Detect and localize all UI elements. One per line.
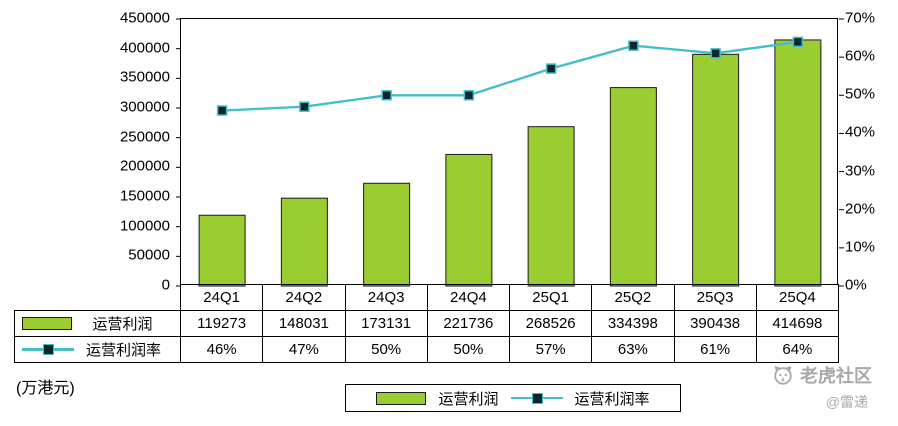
- y-axis-left-label: 300000: [119, 98, 170, 116]
- line-row-key: [22, 343, 74, 356]
- quarter-cell: 24Q4: [426, 284, 511, 311]
- profit-value-cell: 390438: [673, 310, 757, 337]
- y-axis-right-label: 70%: [845, 9, 876, 27]
- y-axis-left-label: 150000: [119, 187, 170, 205]
- plot-svg: [176, 18, 844, 287]
- margin-value-cell: 50%: [344, 336, 428, 363]
- y-axis-left-label: 50000: [128, 246, 170, 264]
- bar-25Q2: [609, 87, 657, 287]
- quarter-cell: 25Q1: [508, 284, 593, 311]
- margin-value-cell: 64%: [755, 336, 840, 363]
- y-axis-left-label: 450000: [119, 9, 170, 27]
- margin-row-label: 运营利润率: [85, 342, 161, 359]
- profit-value-cell: 334398: [591, 310, 675, 337]
- y-axis-left-label: 350000: [119, 68, 170, 86]
- watermark: 老虎社区: [772, 362, 872, 388]
- profit-value-cell: 173131: [344, 310, 428, 337]
- margin-value-cell: 63%: [591, 336, 675, 363]
- y-axis-left-label: 0: [161, 276, 170, 294]
- bar-legend-label: 运营利润: [438, 390, 499, 408]
- margin-row-header: 运营利润率: [14, 336, 181, 363]
- profit-row-header: 运营利润: [14, 310, 181, 337]
- y-axis-right-label: 10%: [845, 238, 876, 256]
- bar-24Q4: [445, 153, 493, 287]
- bar-24Q1: [198, 214, 246, 287]
- marker-24Q3: [381, 90, 392, 101]
- marker-25Q1: [545, 63, 557, 74]
- quarter-cell: 25Q2: [591, 284, 675, 311]
- profit-value-cell: 119273: [179, 310, 264, 337]
- marker-24Q1: [216, 105, 228, 116]
- marker-24Q2: [299, 101, 310, 112]
- profit-row: 运营利润 119273 148031 173131 221736 268526 334398…: [14, 310, 840, 337]
- margin-value-cell: 50%: [426, 336, 511, 363]
- y-axis-left-label: 100000: [119, 217, 170, 235]
- margin-value-cell: 47%: [262, 336, 346, 363]
- profit-value-cell: 221736: [426, 310, 511, 337]
- watermark-handle: @雷递: [825, 394, 868, 410]
- margin-value-cell: 57%: [508, 336, 593, 363]
- y-axis-right-label: 20%: [845, 200, 876, 218]
- plot-area: [176, 18, 844, 287]
- chart-legend: 运营利润 运营利润率: [345, 384, 681, 412]
- quarter-cell: 24Q2: [262, 284, 346, 311]
- data-table-body: 24Q1 24Q2 24Q3 24Q4 25Q1 25Q2 25Q3 25Q4 运营利润 1192…: [14, 284, 840, 363]
- data-table: 24Q1 24Q2 24Q3 24Q4 25Q1 25Q2 25Q3 25Q4 运营利润 1192…: [14, 284, 840, 363]
- margin-line: [222, 40, 799, 112]
- marker-25Q3: [710, 48, 721, 59]
- bar-24Q2: [280, 197, 328, 287]
- marker-24Q4: [463, 90, 475, 101]
- watermark-brand: 老虎社区: [800, 366, 872, 386]
- y-axis-right-label: 0%: [845, 276, 867, 294]
- bar-25Q1: [527, 126, 575, 287]
- line-legend-key: [510, 392, 563, 405]
- bar-25Q3: [692, 53, 740, 287]
- marker-25Q2: [628, 40, 639, 51]
- y-axis-right-label: 50%: [845, 85, 876, 103]
- y-axis-right-label: 40%: [845, 123, 876, 141]
- profit-value-cell: 268526: [508, 310, 593, 337]
- profit-value-cell: 414698: [755, 310, 840, 337]
- margin-value-cell: 61%: [673, 336, 757, 363]
- y-axis-left-label: 250000: [119, 128, 170, 146]
- tiger-logo-icon: [774, 366, 792, 385]
- bar-25Q4: [774, 39, 822, 287]
- marker-25Q4: [792, 36, 804, 48]
- margin-row: 运营利润率 46% 47% 50% 50% 57% 63% 61% 64%: [14, 336, 840, 363]
- unit-label: (万港元): [16, 380, 75, 397]
- margin-value-cell: 46%: [179, 336, 264, 363]
- profit-row-label: 运营利润: [92, 316, 153, 333]
- bar-row-key: [22, 317, 72, 330]
- quarter-cell: 25Q3: [673, 284, 757, 311]
- profit-value-cell: 148031: [262, 310, 346, 337]
- quarter-cell: 24Q1: [179, 284, 264, 311]
- y-axis-left-label: 400000: [119, 39, 170, 57]
- quarter-cell: 25Q4: [755, 284, 840, 311]
- line-legend-label: 运营利润率: [574, 390, 650, 408]
- bar-legend-swatch: [376, 391, 427, 405]
- y-axis-right-label: 60%: [845, 47, 876, 65]
- y-axis-right-label: 30%: [845, 162, 876, 180]
- y-axis-left-label: 200000: [119, 157, 170, 175]
- quarter-cell: 24Q3: [344, 284, 428, 311]
- bar-24Q3: [363, 182, 411, 287]
